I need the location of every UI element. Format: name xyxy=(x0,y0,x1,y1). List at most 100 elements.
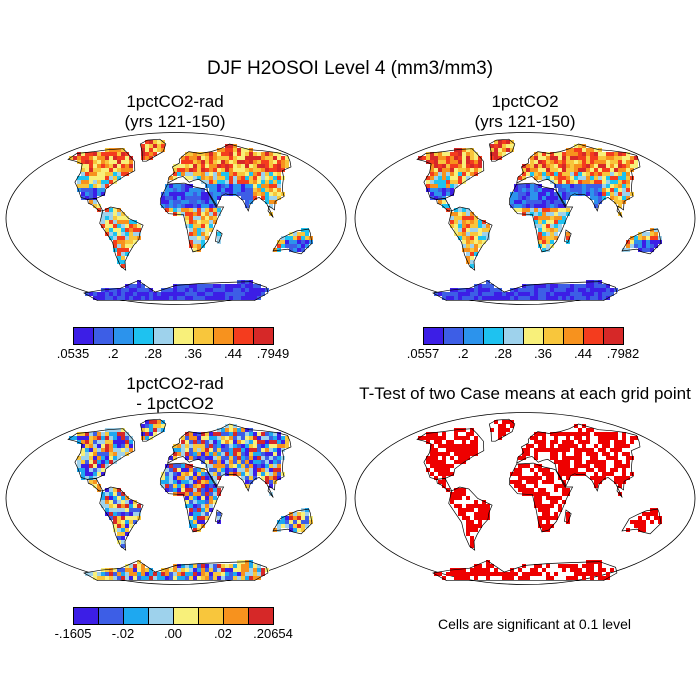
colorbar-tick-label: .36 xyxy=(183,346,203,361)
panel-1-title-line2: (yrs 121-150) xyxy=(124,112,226,131)
colorbar-tick-label: .44 xyxy=(573,346,593,361)
map-boundary xyxy=(5,412,347,585)
colorbar-swatch xyxy=(199,608,224,624)
map-grid-cells xyxy=(418,420,662,580)
colorbar-swatch xyxy=(544,328,564,344)
colorbar-tick-label: .28 xyxy=(143,346,163,361)
panel-4-title-line1: T-Test of two Case means at each grid po… xyxy=(359,384,691,403)
coastline xyxy=(448,486,493,551)
coastline xyxy=(159,182,225,253)
colorbar-swatch xyxy=(249,608,274,624)
coastline xyxy=(99,486,144,551)
coastline xyxy=(416,148,485,200)
coastline xyxy=(488,418,516,442)
colorbar-tick-label: .44 xyxy=(223,346,243,361)
map-panel-1 xyxy=(5,132,347,305)
coastline xyxy=(167,423,292,498)
coastline xyxy=(448,206,493,271)
colorbar-swatch xyxy=(214,328,234,344)
coastline xyxy=(215,229,223,243)
colorbar-swatch xyxy=(424,328,444,344)
colorbar-swatch xyxy=(564,328,584,344)
colorbar-2 xyxy=(423,327,624,345)
colorbar-swatch xyxy=(234,328,254,344)
colorbar-tick-label: .00 xyxy=(163,626,183,641)
colorbar-swatch xyxy=(484,328,504,344)
coastline xyxy=(564,509,572,523)
coastline xyxy=(508,182,574,253)
coastline xyxy=(87,198,104,212)
map-panel-4 xyxy=(354,412,696,585)
colorbar-swatch xyxy=(444,328,464,344)
colorbar-swatch xyxy=(504,328,524,344)
significance-note: Cells are significant at 0.1 level xyxy=(438,616,631,632)
map-grid-cells xyxy=(69,420,313,580)
coastline xyxy=(272,228,313,255)
map-boundary xyxy=(5,132,347,305)
colorbar-swatch xyxy=(149,608,174,624)
colorbar-tick-label: .28 xyxy=(493,346,513,361)
colorbar-1 xyxy=(73,327,274,345)
panel-4-title: T-Test of two Case means at each grid po… xyxy=(350,384,700,404)
coastline xyxy=(67,148,136,200)
colorbar-tick-label: .2 xyxy=(107,346,119,361)
coastline xyxy=(83,560,269,582)
colorbar-tick-label: .0535 xyxy=(56,346,90,361)
colorbar-tick-label: .7982 xyxy=(606,346,640,361)
colorbar-swatch xyxy=(94,328,114,344)
coastline xyxy=(436,198,453,212)
coastline xyxy=(516,143,641,218)
colorbar-swatch xyxy=(154,328,174,344)
colorbar-tick-label: .2 xyxy=(457,346,469,361)
colorbar-tick-label: -.02 xyxy=(111,626,135,641)
coastline xyxy=(83,280,269,302)
panel-3-title-line2: - 1pctCO2 xyxy=(136,394,214,413)
coastline xyxy=(621,508,662,535)
colorbar-swatch xyxy=(464,328,484,344)
colorbar-swatch xyxy=(124,608,149,624)
coastline xyxy=(99,206,144,271)
colorbar-tick-label: .20654 xyxy=(253,626,293,641)
panel-2-title-line1: 1pctCO2 xyxy=(491,92,559,111)
colorbar-swatch xyxy=(174,608,199,624)
panel-3-title-line1: 1pctCO2-rad xyxy=(126,374,224,393)
map-grid-cells xyxy=(69,140,313,300)
coastline xyxy=(564,229,572,243)
coastline xyxy=(67,428,136,480)
colorbar-swatch xyxy=(134,328,154,344)
map-boundary xyxy=(354,132,696,305)
coastline xyxy=(416,428,485,480)
panel-1-title: 1pctCO2-rad (yrs 121-150) xyxy=(75,92,275,132)
colorbar-swatch xyxy=(604,328,624,344)
colorbar-tick-label: .36 xyxy=(533,346,553,361)
coastline xyxy=(488,138,516,162)
map-panel-2 xyxy=(354,132,696,305)
map-boundary xyxy=(354,412,696,585)
colorbar-3 xyxy=(73,607,274,625)
panel-2-title: 1pctCO2 (yrs 121-150) xyxy=(425,92,625,132)
figure-title: DJF H2OSOI Level 4 (mm3/mm3) xyxy=(206,58,494,79)
coastline xyxy=(167,143,292,218)
coastline xyxy=(432,280,618,302)
map-panel-3 xyxy=(5,412,347,585)
colorbar-swatch xyxy=(194,328,214,344)
colorbar-swatch xyxy=(224,608,249,624)
colorbar-swatch xyxy=(524,328,544,344)
panel-2-title-line2: (yrs 121-150) xyxy=(474,112,576,131)
coastline xyxy=(436,478,453,492)
coastline xyxy=(432,560,618,582)
colorbar-swatch xyxy=(114,328,134,344)
coastline xyxy=(621,228,662,255)
colorbar-tick-label: .0557 xyxy=(406,346,440,361)
coastline xyxy=(139,138,167,162)
coastline xyxy=(87,478,104,492)
panel-3-title: 1pctCO2-rad - 1pctCO2 xyxy=(75,374,275,414)
colorbar-swatch xyxy=(584,328,604,344)
coastline xyxy=(215,509,223,523)
coastline xyxy=(516,423,641,498)
coastline xyxy=(508,462,574,533)
colorbar-swatch xyxy=(99,608,124,624)
colorbar-tick-label: .02 xyxy=(213,626,233,641)
colorbar-tick-label: .7949 xyxy=(256,346,290,361)
colorbar-tick-label: -.1605 xyxy=(54,626,92,641)
